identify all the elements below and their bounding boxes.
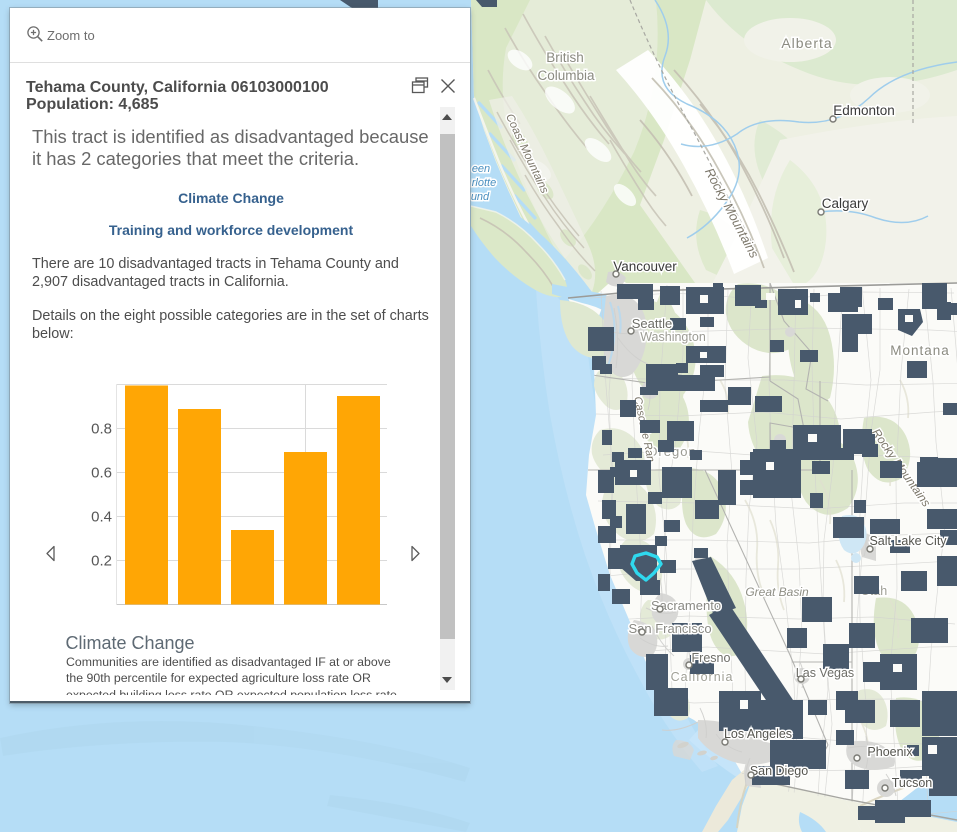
svg-text:San Francisco: San Francisco: [628, 621, 711, 636]
svg-text:0.8: 0.8: [91, 420, 112, 437]
svg-text:Calgary: Calgary: [822, 196, 869, 211]
svg-text:Fresno: Fresno: [692, 651, 731, 665]
svg-text:British: British: [546, 50, 584, 65]
svg-text:Montana: Montana: [890, 343, 950, 358]
svg-text:Edmonton: Edmonton: [833, 103, 895, 118]
svg-text:een: een: [472, 163, 490, 175]
svg-text:0.2: 0.2: [91, 552, 112, 569]
svg-text:Sacramento: Sacramento: [651, 598, 721, 613]
svg-text:San Diego: San Diego: [750, 764, 808, 778]
svg-text:Alberta: Alberta: [781, 35, 832, 51]
svg-text:rlotte: rlotte: [472, 177, 496, 189]
svg-text:Los Angeles: Los Angeles: [724, 727, 792, 741]
svg-text:0.6: 0.6: [91, 464, 112, 481]
svg-text:Las Vegas: Las Vegas: [796, 666, 854, 680]
svg-text:und: und: [471, 191, 490, 203]
svg-text:Great Basin: Great Basin: [745, 585, 809, 599]
svg-text:California: California: [671, 670, 734, 684]
svg-text:Phoenix: Phoenix: [867, 745, 913, 759]
svg-text:Salt Lake City: Salt Lake City: [869, 534, 947, 548]
svg-text:Washington: Washington: [640, 330, 706, 344]
svg-text:0.4: 0.4: [91, 508, 112, 525]
svg-text:Columbia: Columbia: [537, 68, 595, 83]
svg-text:Vancouver: Vancouver: [613, 259, 677, 274]
svg-text:Tucson: Tucson: [892, 776, 933, 790]
svg-text:Seattle: Seattle: [632, 316, 672, 331]
